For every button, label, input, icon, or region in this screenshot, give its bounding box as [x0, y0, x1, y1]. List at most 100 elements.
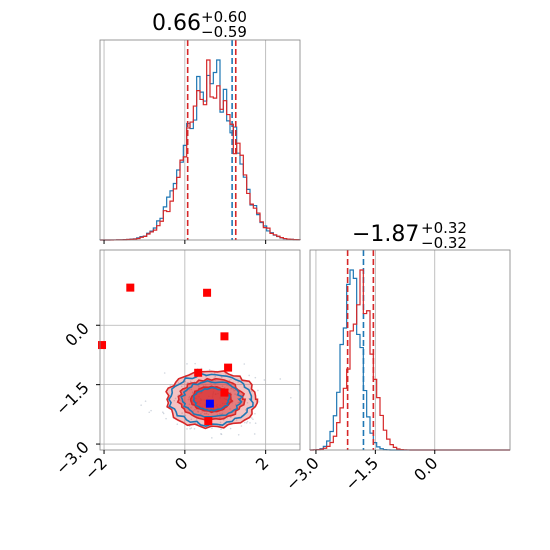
- sample-point: [173, 399, 176, 402]
- scatter-xtick-label-2: 2: [252, 453, 273, 474]
- sample-point: [231, 387, 233, 390]
- sample-point: [214, 375, 217, 378]
- sample-point: [174, 397, 177, 400]
- sample-point: [221, 385, 224, 387]
- sample-point: [192, 392, 194, 395]
- sample-point: [189, 428, 191, 430]
- sample-point: [162, 411, 164, 414]
- sample-point: [180, 385, 183, 388]
- red-marker-4: [224, 363, 233, 372]
- sample-point: [176, 423, 179, 426]
- param1-hist-series-0: [99, 59, 301, 241]
- sample-point: [290, 396, 292, 399]
- sample-point: [190, 418, 193, 421]
- title-param1-minus: −0.59: [201, 23, 247, 41]
- title-param1-median: 0.66: [152, 11, 201, 36]
- sample-point: [189, 380, 192, 383]
- sample-point: [205, 412, 208, 415]
- sample-point: [221, 412, 224, 415]
- sample-point: [230, 378, 232, 380]
- sample-point: [187, 381, 189, 384]
- blue-marker-0: [205, 399, 214, 408]
- contour-blue-0: [167, 372, 254, 427]
- sample-point: [191, 391, 194, 394]
- sample-point: [211, 437, 213, 439]
- red-marker-1: [203, 288, 212, 297]
- sample-point: [213, 372, 216, 374]
- sample-point: [250, 417, 253, 419]
- scatter-contour-panel: −2 0 20.0−1.5−3.0: [52, 249, 301, 484]
- sample-point: [235, 403, 237, 406]
- sample-point: [257, 389, 259, 392]
- sample-point: [194, 362, 196, 365]
- sample-point: [235, 419, 238, 421]
- sample-point: [216, 413, 219, 416]
- sample-point: [243, 363, 246, 365]
- sample-point: [220, 376, 223, 379]
- sample-point: [190, 406, 192, 409]
- title-param2-median: −1.87: [352, 222, 419, 247]
- sample-point: [181, 412, 183, 414]
- contour-blue-2: [192, 386, 231, 412]
- sample-point: [226, 384, 228, 386]
- sample-point: [163, 372, 166, 374]
- sample-point: [220, 428, 222, 430]
- histogram-panel-param1: [99, 39, 301, 244]
- sample-point: [232, 388, 235, 390]
- histogram-panel-param2: −3.0 −1.5 0.0: [282, 249, 511, 494]
- sample-point: [177, 382, 180, 384]
- sample-point: [140, 404, 142, 406]
- sample-point: [230, 387, 232, 390]
- sample-point: [228, 379, 231, 382]
- sample-point: [184, 380, 187, 383]
- title-param1: 0.66: [152, 11, 201, 36]
- red-marker-2: [98, 341, 107, 350]
- sample-point: [205, 412, 208, 415]
- param1-frame: [99, 39, 301, 241]
- red-marker-7: [204, 417, 213, 426]
- sample-point: [240, 425, 243, 427]
- sample-point: [188, 395, 191, 398]
- red-marker-3: [220, 332, 229, 341]
- sample-point: [237, 434, 240, 436]
- sample-point: [244, 409, 247, 411]
- sample-point: [253, 433, 256, 435]
- sample-point: [190, 388, 193, 391]
- scatter-xtick-label-1: 0: [171, 453, 192, 474]
- sample-point: [201, 411, 204, 413]
- contour-blue-1: [180, 380, 244, 418]
- sample-point: [184, 414, 187, 417]
- param2-xtick-label-1: −1.5: [341, 453, 382, 494]
- sample-point: [249, 422, 251, 424]
- sample-point: [233, 389, 235, 392]
- sample-point: [234, 393, 236, 395]
- sample-point: [248, 374, 250, 377]
- sample-point: [214, 379, 216, 382]
- sample-point: [243, 421, 246, 424]
- title-param1-plus: +0.60: [201, 8, 247, 26]
- sample-point: [197, 410, 199, 412]
- sample-point: [229, 408, 231, 410]
- sample-point: [245, 422, 248, 424]
- sample-point: [220, 433, 222, 435]
- sample-point: [188, 388, 191, 391]
- sample-point: [162, 412, 165, 415]
- sample-point: [165, 417, 167, 420]
- red-marker-5: [194, 368, 203, 377]
- sample-point: [186, 428, 188, 430]
- title-param2-minus: −0.32: [421, 234, 467, 252]
- sample-point: [204, 383, 207, 386]
- sample-point: [193, 427, 196, 430]
- sample-point: [220, 433, 223, 436]
- scatter-frame: [99, 249, 301, 451]
- param2-xtick-label-2: 0.0: [410, 453, 441, 484]
- sample-point: [197, 411, 200, 413]
- sample-point: [279, 378, 282, 380]
- sample-point: [254, 412, 256, 415]
- sample-point: [186, 363, 188, 365]
- sample-point: [207, 413, 210, 416]
- sample-point: [187, 398, 190, 401]
- title-param2-plus: +0.32: [421, 219, 467, 237]
- sample-point: [257, 401, 260, 403]
